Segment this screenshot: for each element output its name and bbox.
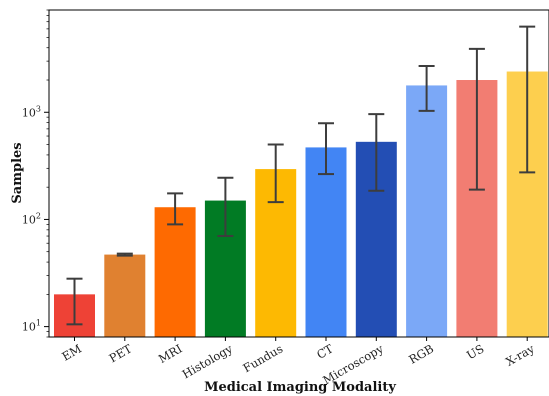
error-bar-mri xyxy=(167,192,184,226)
x-tick-label-pet: PET xyxy=(107,341,135,365)
plot-frame xyxy=(48,9,549,338)
x-tick-label-us: US xyxy=(464,341,486,362)
y-axis-title: Samples xyxy=(10,142,25,203)
x-tick-label-ct: CT xyxy=(314,341,336,362)
error-bar-x-ray xyxy=(519,25,536,174)
error-bar-histology xyxy=(217,176,234,238)
error-bar-pet xyxy=(116,252,133,257)
error-bar-fundus xyxy=(267,143,284,204)
y-tick-label: 102 xyxy=(22,211,41,226)
bars-group xyxy=(54,71,548,338)
bar-mri xyxy=(154,207,196,337)
x-tick-label-x-ray: X-ray xyxy=(503,341,537,369)
y-tick-label: 101 xyxy=(22,319,41,334)
x-tick-label-em: EM xyxy=(60,341,85,363)
x-tick-label-histology: Histology xyxy=(180,341,236,381)
error-bar-us xyxy=(468,47,485,191)
y-axis-ticks: 101 102 103 xyxy=(22,9,49,338)
x-tick-label-fundus: Fundus xyxy=(241,341,286,375)
error-bar-ct xyxy=(318,122,334,176)
bar-rgb xyxy=(406,85,448,338)
x-axis-title: Medical Imaging Modality xyxy=(204,380,396,395)
error-bar-rgb xyxy=(418,65,435,112)
x-tick-label-mri: MRI xyxy=(156,341,185,366)
error-bars-group xyxy=(66,25,536,326)
bar-pet xyxy=(104,254,146,337)
error-bar-microscopy xyxy=(368,113,385,192)
bar-ct xyxy=(305,147,347,337)
y-tick-label: 103 xyxy=(22,104,41,119)
x-tick-label-rgb: RGB xyxy=(406,341,436,366)
error-bar-em xyxy=(66,277,83,326)
